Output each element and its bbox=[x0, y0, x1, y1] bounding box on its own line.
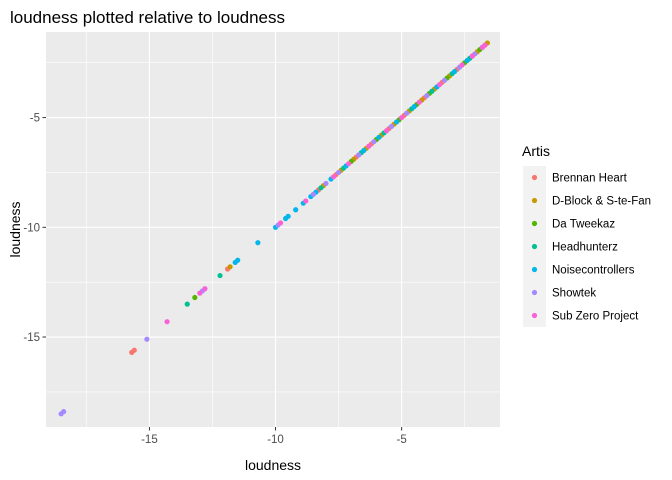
data-point bbox=[197, 290, 203, 296]
data-point bbox=[464, 57, 470, 64]
data-point bbox=[235, 257, 241, 263]
data-point bbox=[310, 191, 316, 197]
grid-minor bbox=[46, 32, 500, 427]
data-point bbox=[144, 336, 150, 342]
legend-key-swatch bbox=[531, 266, 538, 273]
y-axis: -15 -10 -5 bbox=[23, 113, 46, 344]
legend-key-swatch bbox=[531, 174, 538, 181]
x-tick-label: -10 bbox=[267, 434, 284, 446]
data-point bbox=[318, 185, 324, 191]
legend-key-swatch bbox=[531, 220, 538, 227]
data-point bbox=[227, 264, 233, 270]
x-tick-label: -15 bbox=[141, 434, 158, 446]
data-point bbox=[411, 104, 417, 110]
data-point bbox=[330, 174, 337, 180]
data-point bbox=[452, 68, 458, 75]
data-point bbox=[356, 152, 362, 158]
legend-items: Brennan Heart D-Block & S-te-Fan Da Tweeka… bbox=[523, 166, 651, 327]
x-axis-title: loudness bbox=[245, 457, 301, 473]
data-point bbox=[366, 143, 372, 149]
data-point bbox=[192, 294, 198, 301]
data-point bbox=[383, 128, 390, 134]
data-point bbox=[371, 139, 377, 145]
y-axis-title: loudness bbox=[7, 201, 23, 257]
data-point bbox=[459, 62, 465, 68]
data-point bbox=[469, 53, 475, 59]
data-points bbox=[58, 40, 490, 417]
data-point bbox=[61, 409, 67, 415]
legend-title: Artis bbox=[522, 143, 550, 159]
data-point bbox=[131, 347, 137, 353]
data-point bbox=[303, 198, 309, 204]
data-point bbox=[323, 180, 329, 187]
data-point bbox=[277, 220, 284, 226]
y-tick-label: -15 bbox=[23, 332, 40, 344]
legend-label: Showtek bbox=[552, 288, 596, 300]
data-point bbox=[436, 82, 443, 88]
x-axis: -15 -10 -5 bbox=[141, 427, 407, 446]
y-tick-label: -5 bbox=[30, 113, 40, 125]
data-point bbox=[255, 240, 261, 246]
legend-label: Headhunterz bbox=[552, 242, 618, 254]
data-point bbox=[335, 169, 342, 176]
legend-key-swatch bbox=[531, 243, 538, 250]
data-point bbox=[293, 207, 299, 213]
data-point bbox=[424, 93, 430, 99]
legend-key-swatch bbox=[531, 312, 538, 319]
y-tick-label: -10 bbox=[23, 222, 40, 234]
data-point bbox=[429, 88, 435, 94]
legend-label: Sub Zero Project bbox=[552, 311, 639, 323]
legend-key-swatch bbox=[531, 197, 538, 204]
legend-label: Brennan Heart bbox=[552, 173, 628, 185]
chart-title: loudness plotted relative to loudness bbox=[10, 8, 285, 27]
data-point bbox=[388, 123, 395, 129]
data-point bbox=[416, 99, 422, 105]
legend: Artis Brennan Heart D-Block & S-te-Fan Da … bbox=[522, 143, 651, 327]
data-point bbox=[482, 42, 488, 48]
data-point bbox=[217, 272, 223, 279]
data-point bbox=[164, 319, 170, 325]
legend-label: Noisecontrollers bbox=[552, 265, 635, 277]
legend-key-swatch bbox=[531, 289, 538, 296]
data-point bbox=[441, 77, 448, 83]
legend-label: D-Block & S-te-Fan bbox=[552, 196, 651, 208]
data-point bbox=[404, 110, 410, 116]
data-point bbox=[184, 301, 190, 307]
data-point bbox=[361, 147, 367, 154]
data-point bbox=[346, 161, 352, 167]
data-point bbox=[376, 134, 382, 140]
data-point bbox=[399, 114, 405, 121]
data-point bbox=[202, 286, 208, 292]
x-tick-label: -5 bbox=[397, 434, 407, 446]
data-point bbox=[285, 213, 291, 219]
legend-label: Da Tweekaz bbox=[552, 219, 615, 231]
data-point bbox=[393, 119, 400, 125]
